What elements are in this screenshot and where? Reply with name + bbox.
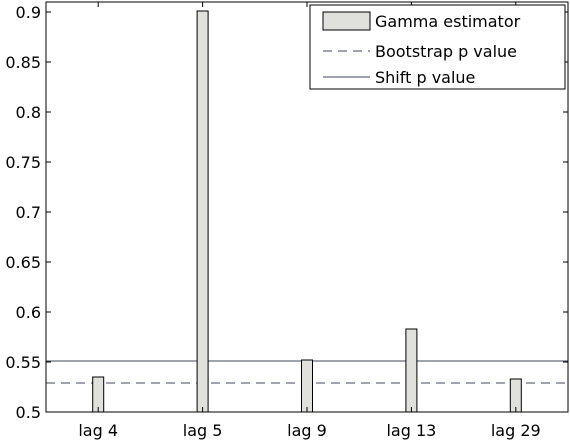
y-tick-label: 0.75 bbox=[5, 153, 41, 172]
legend-label-gamma-estimator: Gamma estimator bbox=[375, 12, 521, 31]
y-tick-label: 0.8 bbox=[16, 103, 41, 122]
y-axis: 0.5 0.55 0.6 0.65 0.7 0.75 0.8 0.85 0.9 bbox=[5, 3, 568, 422]
legend-label-bootstrap-p-value: Bootstrap p value bbox=[375, 42, 517, 61]
bar-lag-13 bbox=[405, 328, 418, 413]
x-tick-label: lag 29 bbox=[491, 421, 541, 440]
x-tick-label: lag 9 bbox=[287, 421, 327, 440]
legend-swatch-gamma-estimator bbox=[322, 11, 371, 31]
y-tick-label: 0.85 bbox=[5, 53, 41, 72]
y-tick-label: 0.55 bbox=[5, 353, 41, 372]
y-tick-label: 0.5 bbox=[16, 403, 41, 422]
bar-lag-9 bbox=[301, 359, 313, 413]
y-tick-label: 0.6 bbox=[16, 303, 41, 322]
x-tick-label: lag 5 bbox=[183, 421, 223, 440]
y-tick-label: 0.7 bbox=[16, 203, 41, 222]
x-tick-label: lag 4 bbox=[78, 421, 118, 440]
x-axis: lag 4 lag 5 lag 9 lag 13 lag 29 bbox=[78, 2, 541, 440]
x-tick-label: lag 13 bbox=[386, 421, 436, 440]
y-tick-label: 0.9 bbox=[16, 3, 41, 22]
bar-lag-4 bbox=[92, 376, 105, 413]
legend: Gamma estimator Bootstrap p value Shift … bbox=[309, 4, 566, 90]
legend-label-shift-p-value: Shift p value bbox=[375, 68, 475, 87]
bar-lag-5 bbox=[196, 10, 209, 413]
y-tick-label: 0.65 bbox=[5, 253, 41, 272]
